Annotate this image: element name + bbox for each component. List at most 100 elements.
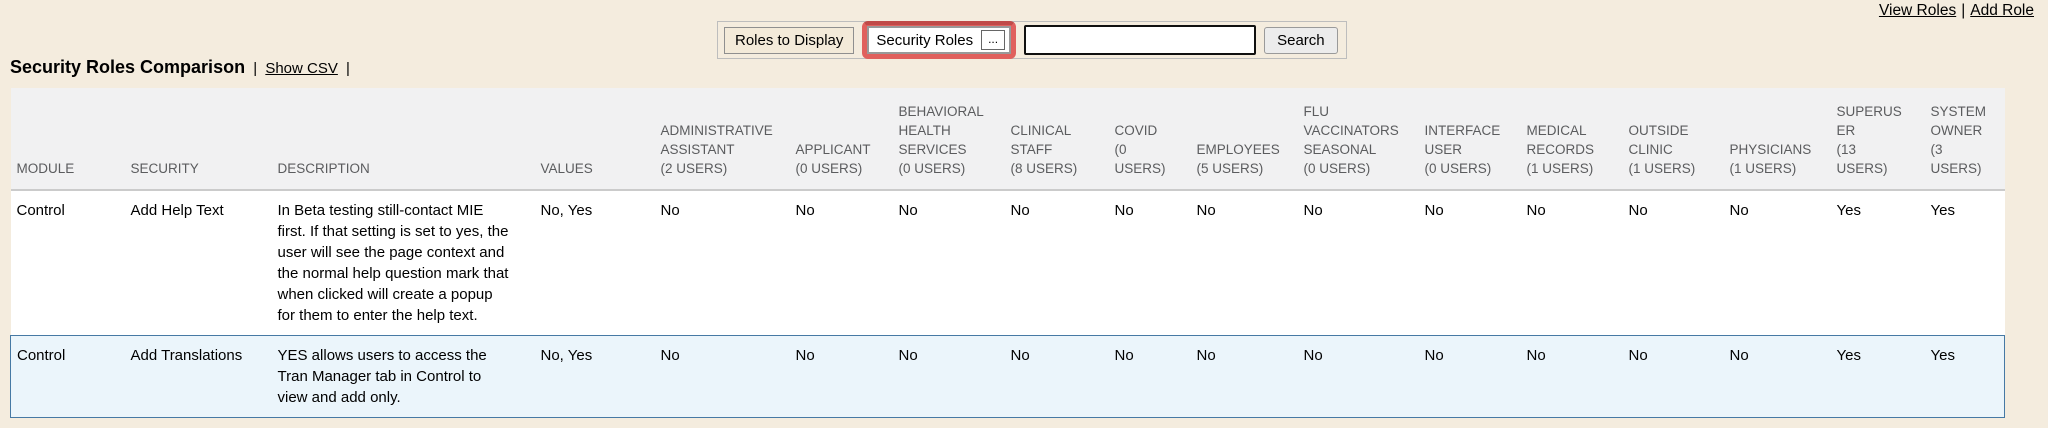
table-row: Control Add Help Text In Beta testing stil… [10, 189, 2005, 336]
roles-select-ellipsis-button[interactable]: ... [981, 30, 1006, 50]
cell-role-covid: No [1108, 334, 1191, 418]
role-users-count: (0 USERS) [1303, 161, 1371, 177]
search-button[interactable]: Search [1264, 26, 1338, 54]
cell-security: Add Translations [124, 334, 272, 418]
search-input[interactable] [1024, 25, 1257, 55]
column-header-medical-records: MEDICAL RECORDS (1 USERS) [1520, 88, 1623, 191]
column-header-covid: COVID (0 USERS) [1108, 88, 1191, 191]
cell-role-outside-clinic: No [1622, 334, 1724, 418]
role-users-count: (2 USERS) [660, 161, 728, 177]
role-name: INTERFACE USER [1424, 123, 1501, 158]
column-header-superuser: SUPERUSER (13 USERS) [1830, 88, 1925, 191]
role-name: FLU VACCINATORS SEASONAL [1303, 104, 1399, 158]
cell-role-superuser: Yes [1830, 189, 1925, 336]
role-users-count: (0 USERS) [1114, 142, 1166, 177]
cell-role-flu-vaccinators-seasonal: No [1297, 189, 1419, 336]
role-users-count: (0 USERS) [795, 161, 863, 177]
page-title: Security Roles Comparison [10, 57, 246, 77]
cell-module: Control [10, 189, 125, 336]
role-users-count: (0 USERS) [1424, 161, 1492, 177]
cell-role-employees: No [1190, 334, 1298, 418]
role-users-count: (1 USERS) [1526, 161, 1594, 177]
cell-values: No, Yes [534, 189, 655, 336]
roles-select-value: Security Roles [876, 31, 974, 49]
cell-role-interface-user: No [1418, 189, 1521, 336]
column-header-security: SECURITY [124, 88, 272, 191]
page-heading: Security Roles Comparison | Show CSV | [10, 57, 354, 78]
role-name: MEDICAL RECORDS [1526, 123, 1595, 158]
role-name: EMPLOYEES [1196, 142, 1280, 158]
comparison-table-wrapper: MODULE SECURITY DESCRIPTION VALUES ADMINISTR… [10, 88, 2005, 418]
cell-role-medical-records: No [1520, 189, 1623, 336]
cell-description: YES allows users to access the Tran Mana… [271, 334, 535, 418]
role-users-count: (1 USERS) [1628, 161, 1696, 177]
role-users-count: (13 USERS) [1836, 142, 1888, 177]
column-header-description: DESCRIPTION [271, 88, 535, 191]
role-name: OUTSIDE CLINIC [1628, 123, 1689, 158]
cell-role-flu-vaccinators-seasonal: No [1297, 334, 1419, 418]
cell-role-outside-clinic: No [1622, 189, 1724, 336]
cell-security: Add Help Text [124, 189, 272, 336]
role-name: PHYSICIANS [1729, 142, 1812, 158]
show-csv-link[interactable]: Show CSV [265, 60, 338, 77]
cell-role-applicant: No [789, 334, 893, 418]
cell-role-system-owner: Yes [1924, 334, 2005, 418]
role-users-count: (5 USERS) [1196, 161, 1264, 177]
cell-role-behavioral-health-services: No [892, 189, 1005, 336]
cell-role-applicant: No [789, 189, 893, 336]
column-header-interface-user: INTERFACE USER (0 USERS) [1418, 88, 1521, 191]
cell-role-interface-user: No [1418, 334, 1521, 418]
column-header-employees: EMPLOYEES (5 USERS) [1190, 88, 1298, 191]
cell-role-medical-records: No [1520, 334, 1623, 418]
heading-separator-2: | [346, 60, 350, 77]
column-header-physicians: PHYSICIANS (1 USERS) [1723, 88, 1831, 191]
table-body: Control Add Help Text In Beta testing stil… [10, 189, 2005, 418]
column-header-behavioral-health-services: BEHAVIORAL HEALTH SERVICES (0 USERS) [892, 88, 1005, 191]
column-header-outside-clinic: OUTSIDE CLINIC (1 USERS) [1622, 88, 1724, 191]
role-name: CLINICAL STAFF [1010, 123, 1071, 158]
column-header-clinical-staff: CLINICAL STAFF (8 USERS) [1004, 88, 1109, 191]
cell-role-covid: No [1108, 189, 1191, 336]
role-name: APPLICANT [795, 142, 871, 158]
roles-toolbar: Roles to Display Security Roles ... Sear… [717, 21, 1347, 59]
table-row: Control Add Translations YES allows users … [10, 334, 2005, 418]
role-users-count: (0 USERS) [898, 161, 966, 177]
role-users-count: (3 USERS) [1930, 142, 1982, 177]
roles-to-display-button[interactable]: Roles to Display [724, 26, 855, 54]
cell-description: In Beta testing still-contact MIE first.… [271, 189, 535, 336]
cell-role-physicians: No [1723, 189, 1831, 336]
cell-role-physicians: No [1723, 334, 1831, 418]
column-header-system-owner: SYSTEM OWNER (3 USERS) [1924, 88, 2005, 191]
table-header: MODULE SECURITY DESCRIPTION VALUES ADMINISTR… [10, 88, 2005, 191]
cell-values: No, Yes [534, 334, 655, 418]
role-users-count: (8 USERS) [1010, 161, 1078, 177]
role-name: SYSTEM OWNER [1930, 104, 1987, 139]
add-role-link[interactable]: Add Role [1970, 2, 2034, 19]
column-header-administrative-assistant: ADMINISTRATIVE ASSISTANT (2 USERS) [654, 88, 790, 191]
view-roles-link[interactable]: View Roles [1878, 2, 1957, 19]
cell-role-system-owner: Yes [1924, 189, 2005, 336]
heading-separator-1: | [253, 60, 258, 77]
role-name: BEHAVIORAL HEALTH SERVICES [898, 104, 984, 158]
roles-select[interactable]: Security Roles ... [867, 26, 1012, 54]
column-header-flu-vaccinators-seasonal: FLU VACCINATORS SEASONAL (0 USERS) [1297, 88, 1419, 191]
top-links: View Roles | Add Role [1879, 2, 2034, 20]
role-users-count: (1 USERS) [1729, 161, 1797, 177]
role-name: ADMINISTRATIVE ASSISTANT [660, 123, 773, 158]
cell-role-clinical-staff: No [1004, 334, 1109, 418]
cell-role-administrative-assistant: No [654, 334, 790, 418]
column-header-values: VALUES [534, 88, 655, 191]
roles-select-highlight: Security Roles ... [862, 21, 1017, 59]
links-separator: | [1961, 2, 1966, 19]
role-name: COVID [1114, 123, 1158, 139]
cell-role-superuser: Yes [1830, 334, 1925, 418]
cell-module: Control [10, 334, 125, 418]
cell-role-clinical-staff: No [1004, 189, 1109, 336]
column-header-module: MODULE [10, 88, 125, 191]
header-row: MODULE SECURITY DESCRIPTION VALUES ADMINISTR… [10, 88, 2005, 191]
role-name: SUPERUSER [1836, 104, 1902, 139]
cell-role-administrative-assistant: No [654, 189, 790, 336]
comparison-table: MODULE SECURITY DESCRIPTION VALUES ADMINISTR… [10, 88, 2005, 418]
cell-role-behavioral-health-services: No [892, 334, 1005, 418]
